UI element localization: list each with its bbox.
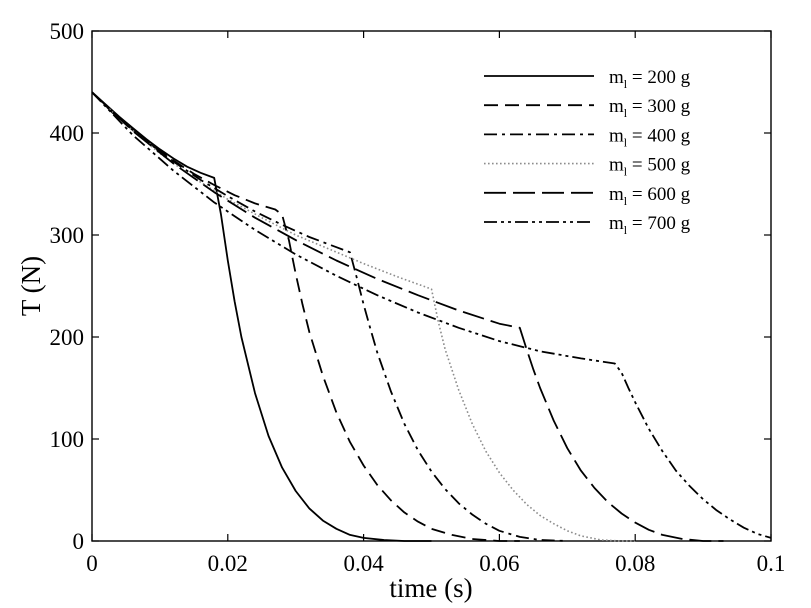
y-tick-label: 0 (73, 529, 85, 554)
legend-label: ml = 600 g (609, 184, 691, 208)
series-layer (91, 91, 772, 542)
legend-label: ml = 500 g (609, 155, 691, 179)
y-tick-label: 300 (50, 223, 85, 248)
x-axis: 0 0.02 0.04 0.06 0.08 0.1 (86, 31, 785, 576)
legend-label: ml = 300 g (609, 96, 691, 120)
series-line-1 (91, 91, 432, 542)
x-tick-label: 0.06 (479, 551, 519, 576)
x-tick-label: 0.1 (757, 551, 786, 576)
y-tick-label: 100 (50, 427, 85, 452)
x-tick-label: 0.04 (343, 551, 384, 576)
series-line-3 (91, 91, 568, 542)
legend-label: ml = 700 g (609, 213, 691, 237)
legend: ml = 200 g ml = 300 g ml = 400 g ml = 500 g… (484, 67, 691, 237)
series-line-6 (91, 91, 772, 539)
y-axis: 0 100 200 300 400 500 (50, 19, 771, 554)
x-tick-label: 0.02 (208, 551, 248, 576)
series-line-4 (91, 91, 636, 542)
y-tick-label: 500 (50, 19, 85, 44)
x-tick-label: 0.08 (615, 551, 655, 576)
legend-label: ml = 200 g (609, 67, 691, 91)
y-tick-label: 200 (50, 325, 85, 350)
y-tick-label: 400 (50, 121, 85, 146)
series-line-5 (91, 91, 724, 542)
legend-label: ml = 400 g (609, 125, 691, 149)
x-axis-title: time (s) (389, 573, 472, 603)
x-tick-label: 0 (86, 551, 98, 576)
y-axis-title: T (N) (16, 256, 46, 316)
series-line-2 (91, 91, 520, 542)
